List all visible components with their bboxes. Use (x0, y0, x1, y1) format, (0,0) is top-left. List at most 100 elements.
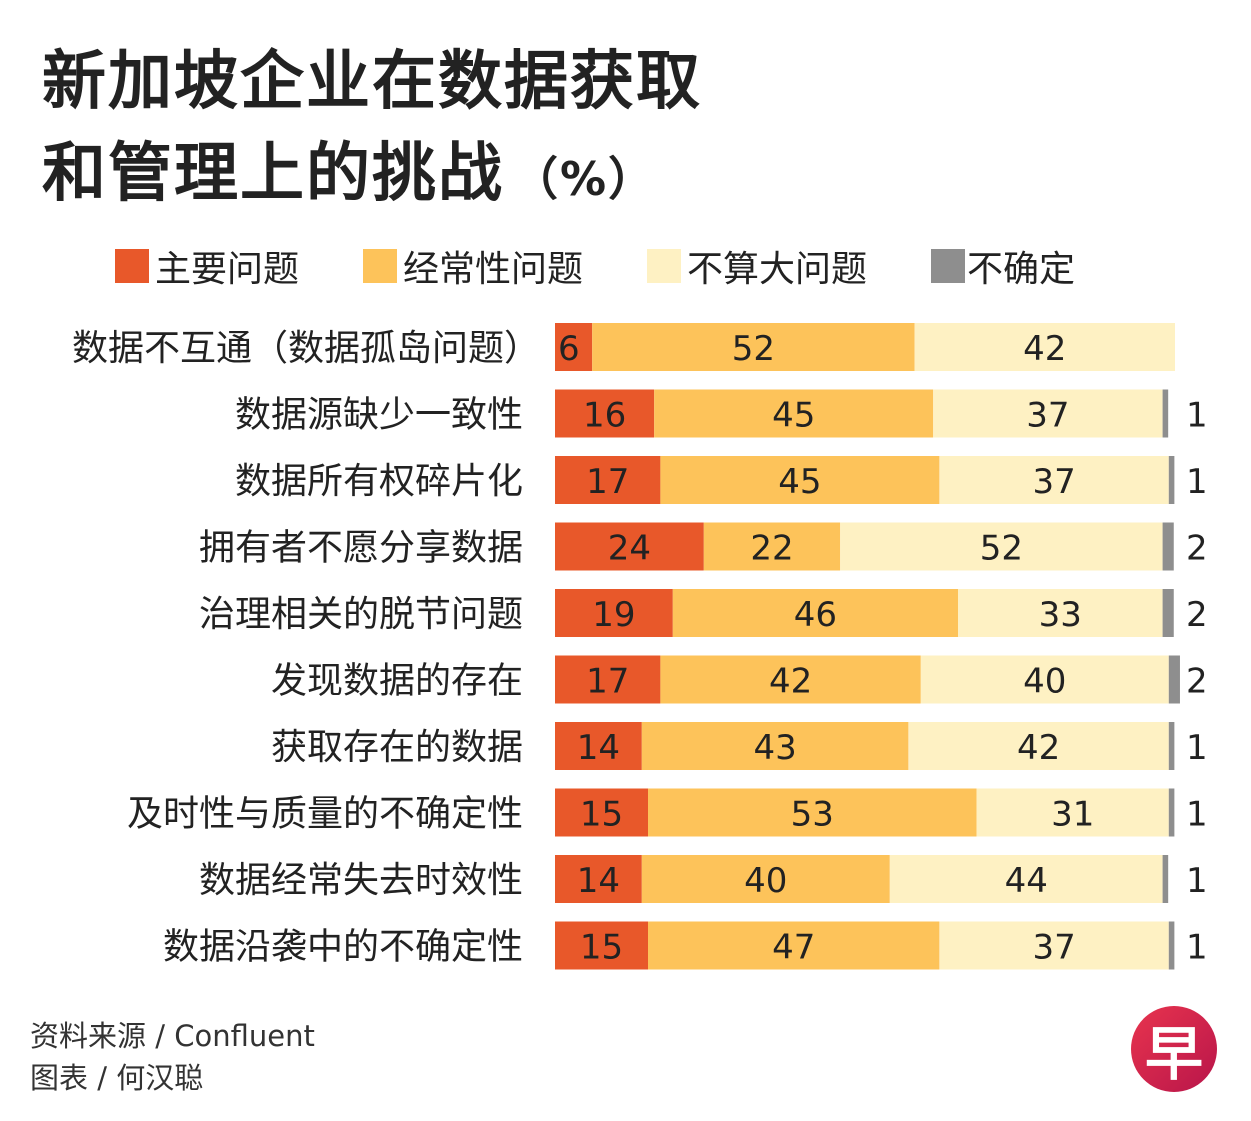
category-label: 数据不互通（数据孤岛问题） (72, 328, 540, 369)
category-label: 拥有者不愿分享数据 (199, 528, 523, 569)
data-label: 37 (1026, 396, 1069, 436)
data-label: 42 (769, 662, 812, 702)
bar-minor (958, 589, 1163, 637)
data-label: 33 (1039, 595, 1082, 635)
bar-frequent (703, 522, 841, 571)
bar-frequent (654, 389, 934, 438)
source-note: 资料来源 / Confluent (30, 1019, 315, 1053)
data-label-uncertain: 1 (1186, 795, 1208, 835)
bar-major (555, 655, 661, 704)
data-label: 52 (980, 529, 1023, 569)
legend-label: 主要问题 (155, 249, 300, 290)
category-label: 获取存在的数据 (271, 727, 523, 768)
bar-minor (939, 921, 1169, 970)
data-label: 22 (750, 529, 793, 569)
bar-major (555, 855, 642, 903)
bar-major (555, 522, 704, 571)
data-label: 17 (586, 462, 629, 502)
legend-swatch (115, 249, 149, 283)
zaobao-logo: 早 (1131, 1006, 1217, 1092)
bar-frequent (641, 722, 909, 770)
legend-item: 不确定 (931, 240, 1075, 292)
bar-frequent (672, 589, 958, 637)
legend-swatch (931, 249, 966, 283)
bar-minor (933, 389, 1163, 438)
bar-minor (914, 323, 1175, 371)
data-label: 37 (1032, 462, 1075, 502)
bar-uncertain (1162, 522, 1174, 571)
bar-major (555, 921, 648, 970)
data-label: 24 (608, 529, 651, 569)
bar-frequent (660, 456, 940, 504)
data-label: 45 (778, 462, 821, 502)
bar-minor (920, 655, 1169, 704)
data-label-uncertain: 2 (1186, 662, 1208, 702)
data-label: 14 (577, 861, 620, 901)
bar-major (555, 389, 655, 438)
bar-frequent (648, 921, 940, 970)
data-label: 14 (577, 728, 620, 768)
title-text: 和管理上的挑战 (42, 137, 504, 211)
bar-minor (976, 788, 1169, 837)
data-label: 37 (1032, 928, 1075, 968)
bar-uncertain (1162, 589, 1174, 637)
category-label: 数据所有权碎片化 (235, 461, 523, 502)
data-label-uncertain: 1 (1186, 861, 1208, 901)
bar-minor (840, 522, 1163, 571)
data-label: 43 (753, 728, 796, 768)
bar-uncertain (1168, 456, 1175, 504)
data-label-uncertain: 1 (1186, 462, 1208, 502)
data-label-uncertain: 1 (1186, 396, 1208, 436)
bar-major (555, 589, 673, 637)
bar-uncertain (1168, 722, 1175, 770)
bar-minor (889, 855, 1163, 903)
data-label: 47 (772, 928, 815, 968)
legend-swatch (647, 249, 682, 283)
data-label: 17 (586, 662, 629, 702)
credit-note: 图表 / 何汉聪 (30, 1061, 204, 1095)
data-label: 19 (592, 595, 635, 635)
unit-label: （%） (512, 152, 657, 206)
category-label: 发现数据的存在 (271, 661, 523, 702)
legend-item: 主要问题 (115, 240, 299, 292)
legend-label: 经常性问题 (403, 249, 584, 290)
legend-swatch (363, 249, 398, 283)
data-label: 45 (772, 396, 815, 436)
data-label: 16 (583, 396, 626, 436)
category-label: 及时性与质量的不确定性 (127, 794, 523, 835)
data-label: 31 (1051, 795, 1094, 835)
bar-uncertain (1162, 855, 1169, 903)
category-label: 数据经常失去时效性 (199, 860, 523, 901)
data-label: 53 (791, 795, 834, 835)
bar-uncertain (1168, 921, 1175, 970)
data-label: 42 (1023, 329, 1066, 369)
bar-frequent (660, 655, 921, 704)
data-label: 46 (794, 595, 837, 635)
category-label: 数据沿袭中的不确定性 (163, 927, 523, 968)
bar-frequent (641, 855, 890, 903)
bar-frequent (648, 788, 977, 837)
bar-minor (939, 456, 1169, 504)
data-label-uncertain: 1 (1186, 928, 1208, 968)
data-label: 15 (580, 928, 623, 968)
category-label: 数据源缺少一致性 (235, 395, 523, 436)
legend: 主要问题 经常性问题 不算大问题 不确定 (115, 240, 1139, 292)
data-label: 6 (558, 329, 580, 369)
bar-uncertain (1168, 788, 1175, 837)
legend-label: 不算大问题 (687, 249, 868, 290)
category-label: 治理相关的脱节问题 (199, 594, 523, 635)
bar-major (555, 456, 661, 504)
legend-item: 经常性问题 (363, 240, 583, 292)
chart-title-line2: 和管理上的挑战 （%） (42, 122, 656, 214)
bar-major (555, 722, 642, 770)
data-label: 40 (744, 861, 787, 901)
data-label-uncertain: 1 (1186, 728, 1208, 768)
bar-minor (908, 722, 1169, 770)
legend-item: 不算大问题 (647, 240, 867, 292)
data-label: 15 (580, 795, 623, 835)
bar-major (555, 323, 593, 371)
bar-uncertain (1162, 389, 1169, 438)
data-label: 44 (1005, 861, 1048, 901)
